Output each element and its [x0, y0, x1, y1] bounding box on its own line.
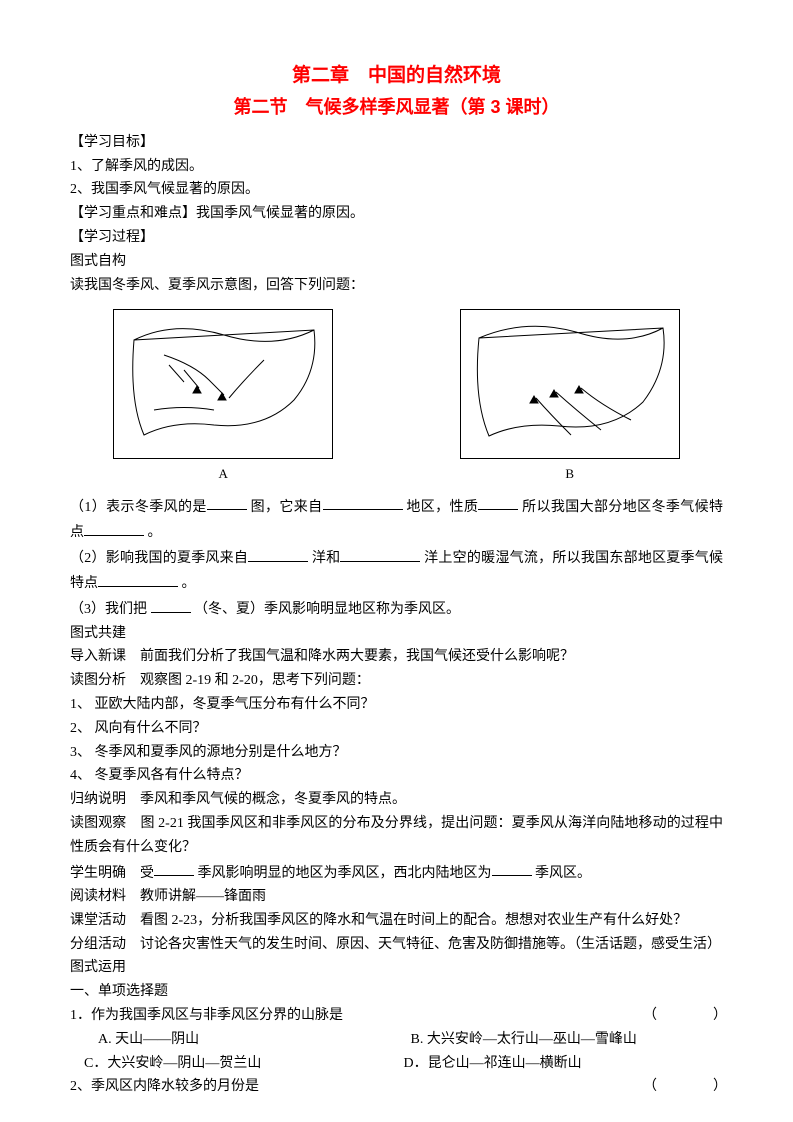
blank: [478, 494, 518, 511]
fill-q1-b: 图，它来自: [251, 499, 323, 514]
maps-row: A B: [70, 309, 723, 485]
blank: [492, 860, 532, 877]
mcq-q1-a: A. 天山——阴山: [98, 1028, 411, 1052]
map-a-label: A: [219, 463, 228, 485]
section-title: 第二节 气候多样季风显著（第 3 课时）: [70, 92, 723, 123]
map-a-image: [113, 309, 333, 459]
self-build-header: 图式自构: [70, 250, 723, 274]
mcq-q1-b: B. 大兴安岭—太行山—巫山—雪峰山: [411, 1028, 724, 1052]
map-b-box: B: [460, 309, 680, 485]
co-material: 阅读材料 教师讲解——锋面雨: [70, 885, 723, 909]
mcq-q1-text: 1．作为我国季风区与非季风区分界的山脉是: [70, 1004, 643, 1028]
fill-q2-a: （2）影响我国的夏季风来自: [70, 551, 248, 566]
fill-q3: （3）我们把 （冬、夏）季风影响明显地区称为季风区。: [70, 596, 723, 622]
apply-header: 图式运用: [70, 956, 723, 980]
chapter-title: 第二章 中国的自然环境: [70, 60, 723, 92]
mcq-q1-row1: A. 天山——阴山 B. 大兴安岭—太行山—巫山—雪峰山: [70, 1028, 723, 1052]
co-group: 分组活动 讨论各灾害性天气的发生时间、原因、天气特征、危害及防御措施等。（生活话…: [70, 933, 723, 957]
mcq-q2-text: 2、季风区内降水较多的月份是: [70, 1075, 643, 1099]
map-b-image: [460, 309, 680, 459]
fill-q3-a: （3）我们把: [70, 602, 151, 617]
fill-q1-a: （1）表示冬季风的是: [70, 499, 207, 514]
blank: [84, 519, 144, 536]
focus-line: 【学习重点和难点】我国季风气候显著的原因。: [70, 202, 723, 226]
mcq-q1-d: D．昆仑山—祁连山—横断山: [404, 1052, 724, 1076]
co-observe: 读图观察 图 2-21 我国季风区和非季风区的分布及分界线，提出问题：夏季风从海…: [70, 812, 723, 860]
co-clarify-b: 季风影响明显的地区为季风区，西北内陆地区为: [198, 865, 492, 880]
blank: [207, 494, 247, 511]
blank: [151, 596, 191, 613]
co-c2: 2、 风向有什么不同？: [70, 717, 723, 741]
co-clarify-c: 季风区。: [535, 865, 591, 880]
mcq-q2: 2、季风区内降水较多的月份是 （ ）: [70, 1075, 723, 1099]
map-b-svg: [461, 310, 681, 460]
mcq-q1-row2: C．大兴安岭—阴山—贺兰山 D．昆仑山—祁连山—横断山: [70, 1052, 723, 1076]
co-c1: 1、 亚欧大陆内部，冬夏季气压分布有什么不同？: [70, 693, 723, 717]
objectives-header: 【学习目标】: [70, 131, 723, 155]
mcq-header: 一、单项选择题: [70, 980, 723, 1004]
co-build-header: 图式共建: [70, 622, 723, 646]
co-intro: 导入新课 前面我们分析了我国气温和降水两大要素，我国气候还受什么影响呢？: [70, 645, 723, 669]
blank: [98, 570, 178, 587]
blank: [154, 860, 194, 877]
co-read: 读图分析 观察图 2-19 和 2-20，思考下列问题：: [70, 669, 723, 693]
map-b-label: B: [565, 463, 574, 485]
objective-1: 1、了解季风的成因。: [70, 155, 723, 179]
blank: [248, 545, 308, 562]
co-summary: 归纳说明 季风和季风气候的概念，冬夏季风的特点。: [70, 788, 723, 812]
map-a-box: A: [113, 309, 333, 485]
co-c3: 3、 冬季风和夏季风的源地分别是什么地方？: [70, 741, 723, 765]
objective-2: 2、我国季风气候显著的原因。: [70, 178, 723, 202]
co-clarify: 学生明确 受 季风影响明显的地区为季风区，西北内陆地区为 季风区。: [70, 860, 723, 886]
mcq-q1: 1．作为我国季风区与非季风区分界的山脉是 （ ）: [70, 1004, 723, 1028]
fill-q2-b: 洋和: [312, 551, 341, 566]
co-clarify-a: 学生明确 受: [70, 865, 154, 880]
fill-q1-e: 。: [148, 525, 162, 540]
answer-paren: （ ）: [643, 1004, 723, 1028]
fill-q3-b: （冬、夏）季风影响明显地区称为季风区。: [194, 602, 460, 617]
fill-q2-d: 。: [182, 576, 196, 591]
blank: [340, 545, 420, 562]
fill-q2: （2）影响我国的夏季风来自 洋和 洋上空的暖湿气流，所以我国东部地区夏季气候特点…: [70, 545, 723, 596]
co-c4: 4、 冬夏季风各有什么特点？: [70, 764, 723, 788]
answer-paren: （ ）: [643, 1075, 723, 1099]
process-header: 【学习过程】: [70, 226, 723, 250]
map-a-svg: [114, 310, 334, 460]
blank: [323, 494, 403, 511]
fill-q1-c: 地区，性质: [406, 499, 478, 514]
mcq-q1-c: C．大兴安岭—阴山—贺兰山: [84, 1052, 404, 1076]
map-prompt: 读我国冬季风、夏季风示意图，回答下列问题：: [70, 274, 723, 298]
co-activity: 课堂活动 看图 2-23，分析我国季风区的降水和气温在时间上的配合。想想对农业生…: [70, 909, 723, 933]
fill-q1: （1）表示冬季风的是 图，它来自 地区，性质 所以我国大部分地区冬季气候特点 。: [70, 494, 723, 545]
